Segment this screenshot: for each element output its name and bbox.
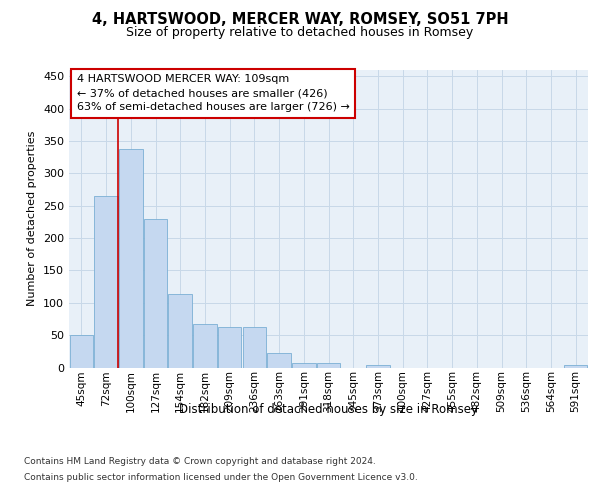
Bar (564, 365, 587, 368)
Bar (94, 196, 118, 368)
Bar (268, 352, 291, 368)
Bar (144, 219, 167, 368)
Text: 4, HARTSWOOD, MERCER WAY, ROMSEY, SO51 7PH: 4, HARTSWOOD, MERCER WAY, ROMSEY, SO51 7… (92, 12, 508, 28)
Text: 4 HARTSWOOD MERCER WAY: 109sqm
← 37% of detached houses are smaller (426)
63% of: 4 HARTSWOOD MERCER WAY: 109sqm ← 37% of … (77, 74, 350, 112)
Bar (218, 327, 241, 368)
Bar (70, 335, 93, 368)
Text: Contains HM Land Registry data © Crown copyright and database right 2024.: Contains HM Land Registry data © Crown c… (24, 458, 376, 466)
Bar (119, 149, 143, 368)
Bar (242, 327, 266, 368)
Text: Size of property relative to detached houses in Romsey: Size of property relative to detached ho… (127, 26, 473, 39)
Bar (317, 363, 340, 368)
Text: Contains public sector information licensed under the Open Government Licence v3: Contains public sector information licen… (24, 472, 418, 482)
Bar (292, 363, 316, 368)
Bar (169, 294, 192, 368)
Bar (366, 365, 389, 368)
Text: Distribution of detached houses by size in Romsey: Distribution of detached houses by size … (179, 402, 478, 415)
Y-axis label: Number of detached properties: Number of detached properties (28, 131, 37, 306)
Bar (193, 324, 217, 368)
